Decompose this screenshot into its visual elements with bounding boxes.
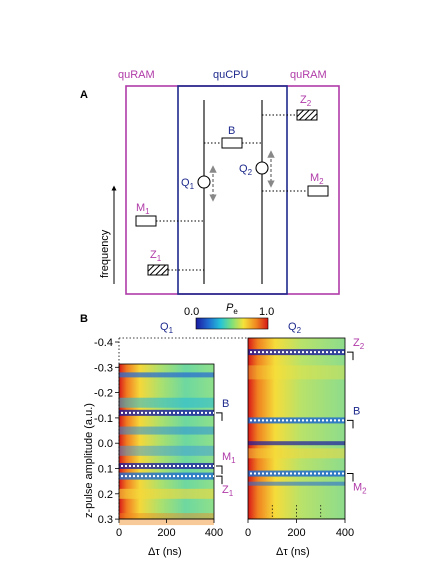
- x-axes: 0 200 400 0 200 400: [116, 505, 354, 539]
- y-tick-label: 0.0: [98, 438, 113, 450]
- marker-arrow: [347, 351, 354, 361]
- panel-a-label: A: [80, 89, 88, 101]
- q2-label: Q2: [239, 163, 253, 177]
- z2-resonator: [296, 109, 318, 121]
- marker-arrow: [347, 473, 354, 482]
- y-axis-label: z-pulse amplitude (a.u.): [83, 403, 95, 518]
- resonance-band: [248, 441, 345, 446]
- resonance-band: [248, 470, 345, 477]
- x-tick-label: 200: [157, 527, 175, 539]
- resonance-band: [119, 488, 214, 499]
- marker-arrow: [216, 465, 223, 474]
- resonance-band: [248, 349, 345, 356]
- x-tick-label: 400: [205, 527, 223, 539]
- panel-b: B 0.0 1.0 Pe Q1 Q2 -0.4 -0.3 -0.2 -0.1 0.0 0.…: [80, 302, 367, 558]
- heatmap-q2-field: [248, 338, 345, 519]
- marker-label: M1: [222, 451, 236, 465]
- colorbar: [195, 317, 269, 330]
- y-axis: -0.4 -0.3 -0.2 -0.1 0.0 0.1 0.2 0.3: [94, 337, 120, 526]
- q2-qubit: [255, 161, 269, 175]
- m2-resonator: [307, 185, 329, 197]
- q1-qubit: [197, 175, 211, 189]
- marker-label: Z2: [353, 337, 365, 351]
- qucpu-box: [177, 85, 288, 295]
- y-tick-label: -0.2: [94, 388, 113, 400]
- x-axis-label-right: Δτ (ns): [276, 546, 310, 558]
- resonance-band: [119, 426, 214, 435]
- marker-label: B: [222, 398, 229, 410]
- m2-label: M2: [310, 172, 324, 186]
- x-tick-label: 0: [245, 527, 251, 539]
- frequency-label: frequency: [99, 229, 111, 278]
- resonance-band: [119, 397, 214, 408]
- colorbar-max: 1.0: [259, 306, 274, 318]
- marker-arrow: [216, 475, 223, 485]
- y-tick-label: -0.1: [94, 413, 113, 425]
- marker-arrow: [347, 419, 354, 429]
- resonance-band: [119, 372, 214, 378]
- header-qucpu: quCPU: [213, 69, 249, 81]
- marker-label: B: [353, 405, 360, 417]
- m1-resonator: [135, 215, 157, 227]
- y-tick-label: -0.4: [94, 337, 113, 349]
- resonance-band: [248, 365, 345, 380]
- b-label: B: [228, 125, 235, 137]
- z1-label: Z1: [150, 249, 162, 263]
- colorbar-label: Pe: [226, 302, 238, 316]
- m1-label: M1: [136, 202, 150, 216]
- y-tick-label: 0.1: [98, 464, 113, 476]
- resonance-markers: B M1 Z1 Z2 B M2: [121, 337, 367, 498]
- resonance-band: [248, 481, 345, 486]
- q2-column-title: Q2: [288, 321, 302, 335]
- heatmap-q2: [247, 337, 346, 520]
- resonance-band: [248, 448, 345, 459]
- colorbar-min: 0.0: [184, 306, 199, 318]
- x-tick-label: 400: [336, 527, 354, 539]
- q1-label: Q1: [181, 177, 195, 191]
- resonance-band: [248, 417, 345, 424]
- z1-resonator: [147, 264, 169, 276]
- panel-b-label: B: [80, 313, 88, 325]
- q1-column-title: Q1: [160, 321, 174, 335]
- y-tick-label: -0.3: [94, 362, 113, 374]
- x-axis-label-left: Δτ (ns): [148, 546, 182, 558]
- marker-label: Z1: [222, 484, 234, 498]
- y-tick-label: 0.2: [98, 489, 113, 501]
- resonance-band: [119, 445, 214, 456]
- y-tick-label: 0.3: [98, 514, 113, 526]
- heatmap-q1: [118, 363, 215, 526]
- z2-label: Z2: [300, 94, 312, 108]
- header-quram-right: quRAM: [290, 69, 327, 81]
- bus-resonator: [221, 137, 243, 149]
- marker-arrow: [216, 412, 223, 421]
- marker-label: M2: [353, 482, 367, 496]
- panel-a: A quRAM quCPU quRAM Z2 B M2 M1 Z1 Q1 Q2: [80, 69, 340, 295]
- header-quram-left: quRAM: [118, 69, 155, 81]
- x-tick-label: 0: [116, 527, 122, 539]
- x-tick-label: 200: [287, 527, 305, 539]
